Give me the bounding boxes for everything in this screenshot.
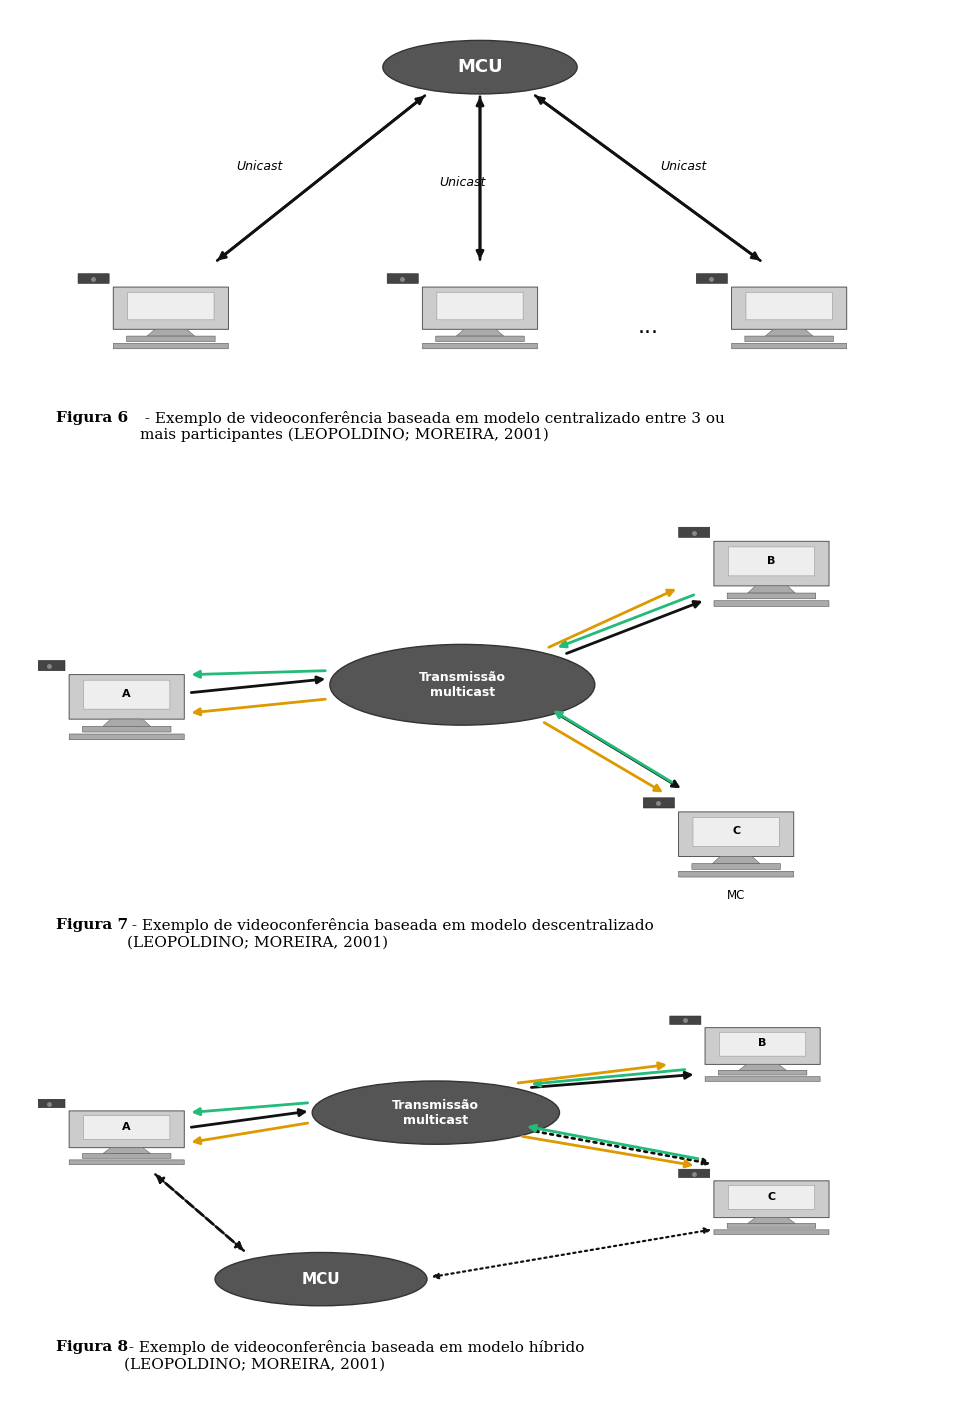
FancyBboxPatch shape xyxy=(732,343,847,349)
FancyBboxPatch shape xyxy=(696,273,728,283)
FancyBboxPatch shape xyxy=(719,1032,805,1056)
Text: Figura 7: Figura 7 xyxy=(56,918,129,932)
Polygon shape xyxy=(748,585,795,594)
FancyBboxPatch shape xyxy=(422,288,538,329)
FancyBboxPatch shape xyxy=(745,336,833,341)
Text: Transmissão
multicast: Transmissão multicast xyxy=(419,670,506,699)
FancyBboxPatch shape xyxy=(387,273,419,283)
FancyBboxPatch shape xyxy=(718,1070,806,1076)
Text: Figura 8: Figura 8 xyxy=(56,1340,129,1355)
FancyBboxPatch shape xyxy=(113,288,228,329)
FancyBboxPatch shape xyxy=(84,1115,170,1139)
FancyBboxPatch shape xyxy=(83,727,171,733)
FancyBboxPatch shape xyxy=(729,1186,815,1209)
Text: MCU: MCU xyxy=(301,1271,341,1287)
FancyBboxPatch shape xyxy=(732,288,847,329)
Text: C: C xyxy=(732,826,740,836)
FancyBboxPatch shape xyxy=(728,594,816,599)
Text: Unicast: Unicast xyxy=(439,176,486,188)
Ellipse shape xyxy=(312,1081,560,1145)
FancyBboxPatch shape xyxy=(746,292,832,320)
Text: Unicast: Unicast xyxy=(660,160,707,173)
Polygon shape xyxy=(103,1148,151,1153)
FancyBboxPatch shape xyxy=(693,818,780,846)
Text: C: C xyxy=(767,1192,776,1202)
FancyBboxPatch shape xyxy=(78,273,109,283)
Polygon shape xyxy=(712,856,760,864)
FancyBboxPatch shape xyxy=(706,1077,820,1081)
FancyBboxPatch shape xyxy=(729,547,815,575)
FancyBboxPatch shape xyxy=(422,343,538,349)
FancyBboxPatch shape xyxy=(670,1016,701,1024)
Text: - Exemplo de videoconferência baseada em modelo centralizado entre 3 ou
mais par: - Exemplo de videoconferência baseada em… xyxy=(140,411,725,442)
Text: A: A xyxy=(123,689,131,699)
FancyBboxPatch shape xyxy=(705,1027,820,1064)
Text: A: A xyxy=(123,1122,131,1132)
Ellipse shape xyxy=(330,645,595,726)
Polygon shape xyxy=(765,329,813,336)
FancyBboxPatch shape xyxy=(679,871,794,877)
Text: B: B xyxy=(758,1039,767,1049)
Text: - Exemplo de videoconferência baseada em modelo híbrido
(LEOPOLDINO; MOREIRA, 20: - Exemplo de videoconferência baseada em… xyxy=(124,1340,585,1372)
FancyBboxPatch shape xyxy=(692,863,780,870)
Text: Figura 6: Figura 6 xyxy=(56,411,129,425)
Polygon shape xyxy=(739,1064,786,1070)
FancyBboxPatch shape xyxy=(34,1100,65,1108)
FancyBboxPatch shape xyxy=(83,1153,171,1158)
FancyBboxPatch shape xyxy=(69,674,184,720)
FancyBboxPatch shape xyxy=(714,1230,828,1234)
Polygon shape xyxy=(748,1217,795,1223)
FancyBboxPatch shape xyxy=(128,292,214,320)
Polygon shape xyxy=(147,329,195,336)
FancyBboxPatch shape xyxy=(643,798,674,808)
Polygon shape xyxy=(456,329,504,336)
FancyBboxPatch shape xyxy=(127,336,215,341)
Text: - Exemplo de videoconferência baseada em modelo descentralizado
(LEOPOLDINO; MOR: - Exemplo de videoconferência baseada em… xyxy=(127,918,654,949)
Ellipse shape xyxy=(215,1253,427,1306)
FancyBboxPatch shape xyxy=(84,680,170,708)
FancyBboxPatch shape xyxy=(679,527,709,537)
FancyBboxPatch shape xyxy=(714,1180,829,1217)
FancyBboxPatch shape xyxy=(679,1169,709,1178)
Text: MCU: MCU xyxy=(457,58,503,77)
FancyBboxPatch shape xyxy=(728,1223,816,1229)
FancyBboxPatch shape xyxy=(34,660,65,670)
FancyBboxPatch shape xyxy=(113,343,228,349)
FancyBboxPatch shape xyxy=(679,812,794,856)
FancyBboxPatch shape xyxy=(436,336,524,341)
Text: B: B xyxy=(767,555,776,565)
Polygon shape xyxy=(103,718,151,727)
FancyBboxPatch shape xyxy=(69,1161,184,1165)
FancyBboxPatch shape xyxy=(437,292,523,320)
Text: MC: MC xyxy=(727,888,745,901)
Text: Unicast: Unicast xyxy=(236,160,282,173)
Text: Transmissão
multicast: Transmissão multicast xyxy=(393,1098,479,1127)
FancyBboxPatch shape xyxy=(714,601,828,606)
Text: ...: ... xyxy=(637,317,659,337)
Ellipse shape xyxy=(383,40,577,94)
FancyBboxPatch shape xyxy=(714,541,829,585)
FancyBboxPatch shape xyxy=(69,734,184,740)
FancyBboxPatch shape xyxy=(69,1111,184,1148)
